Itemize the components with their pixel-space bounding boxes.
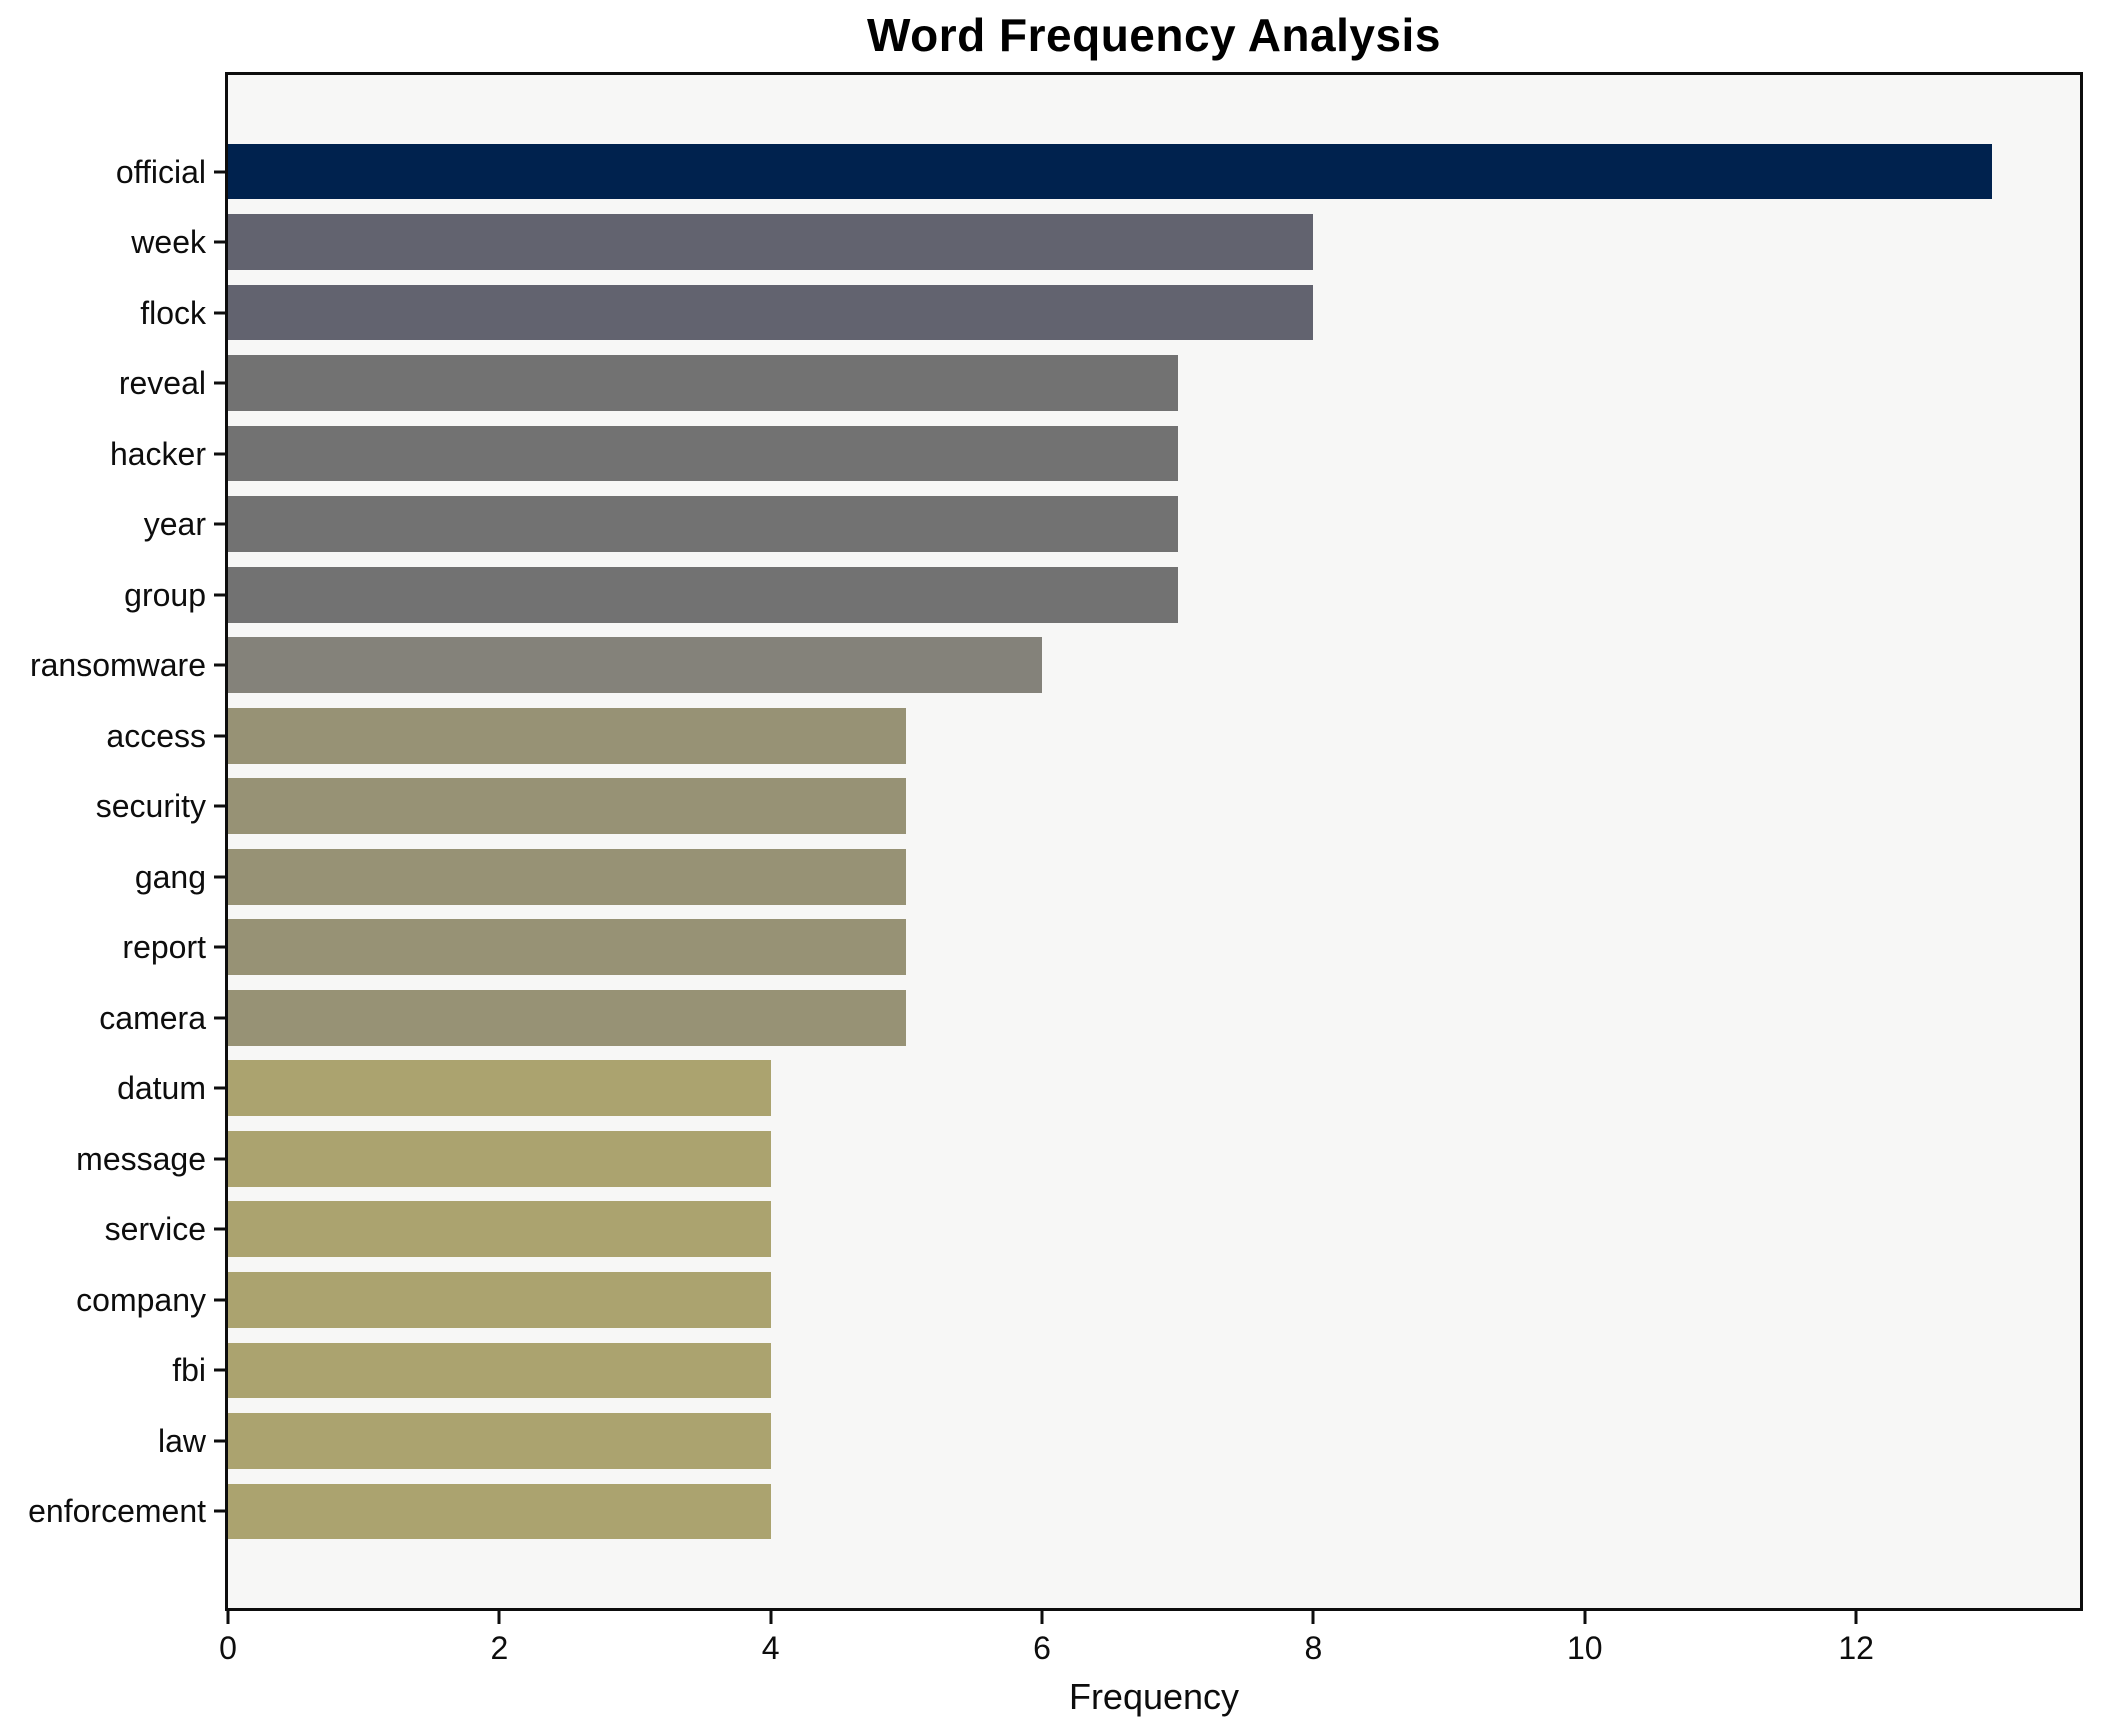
y-tick-label-ransomware: ransomware [29, 647, 206, 684]
x-tick-mark-8 [1311, 1611, 1315, 1624]
bar-datum [228, 1060, 771, 1117]
y-tick-label-access: access [106, 717, 206, 754]
bar-hacker [228, 425, 1178, 482]
plot-area: official week flock reveal hacker year group ra… [28, 72, 2083, 1664]
x-tick-label-12: 12 [1838, 1630, 1874, 1666]
bar-company [228, 1272, 771, 1328]
x-tick-label-10: 10 [1566, 1630, 1603, 1666]
y-tick-label-hacker: hacker [109, 435, 206, 472]
y-tick-label-flock: flock [140, 294, 206, 331]
x-tick-mark-4 [769, 1611, 773, 1624]
y-tick-mark-fbi [214, 1368, 225, 1372]
y-tick-mark-datum [214, 1086, 225, 1090]
y-tick-label-camera: camera [99, 999, 206, 1036]
bar-enforcement [228, 1483, 771, 1540]
y-tick-label-security: security [95, 788, 206, 825]
y-tick-label-official: official [115, 153, 206, 190]
y-tick-label-reveal: reveal [118, 365, 206, 402]
bar-flock [228, 284, 1314, 341]
y-tick-mark-gang [214, 875, 225, 879]
y-tick-label-datum: datum [117, 1070, 206, 1107]
y-tick-label-message: message [76, 1140, 206, 1177]
bar-law [228, 1413, 771, 1469]
bar-message [228, 1130, 771, 1187]
y-tick-mark-access [214, 734, 225, 738]
bar-report [228, 919, 907, 976]
bar-official [228, 143, 1992, 200]
x-tick-mark-0 [226, 1611, 230, 1624]
y-tick-mark-reveal [214, 381, 225, 385]
bar-fbi [228, 1342, 771, 1399]
bar-week [228, 214, 1314, 270]
y-tick-label-law: law [157, 1422, 206, 1459]
y-tick-mark-group [214, 593, 225, 597]
x-tick-label-4: 4 [761, 1630, 780, 1666]
y-tick-mark-service [214, 1227, 225, 1231]
x-tick-mark-10 [1583, 1611, 1587, 1624]
y-tick-label-service: service [104, 1211, 206, 1248]
x-tick-mark-6 [1040, 1611, 1044, 1624]
bar-gang [228, 848, 907, 905]
x-tick-label-2: 2 [490, 1630, 509, 1666]
y-tick-label-year: year [143, 506, 206, 543]
y-tick-mark-report [214, 945, 225, 949]
y-tick-mark-enforcement [214, 1509, 225, 1513]
y-tick-mark-year [214, 522, 225, 526]
y-tick-mark-flock [214, 311, 225, 315]
y-tick-mark-company [214, 1298, 225, 1302]
bar-service [228, 1201, 771, 1258]
bar-security [228, 778, 907, 835]
x-tick-mark-12 [1854, 1611, 1858, 1624]
bar-group [228, 566, 1178, 623]
y-tick-mark-ransomware [214, 663, 225, 667]
y-tick-mark-security [214, 804, 225, 808]
y-tick-mark-hacker [214, 452, 225, 456]
y-tick-mark-camera [214, 1016, 225, 1020]
x-tick-label-8: 8 [1304, 1630, 1323, 1666]
bar-year [228, 496, 1178, 553]
y-tick-mark-message [214, 1157, 225, 1161]
bar-access [228, 707, 907, 764]
y-tick-label-week: week [131, 224, 206, 261]
bar-ransomware [228, 637, 1043, 694]
x-tick-label-0: 0 [219, 1630, 237, 1666]
x-tick-mark-2 [497, 1611, 501, 1624]
y-tick-label-report: report [122, 929, 206, 966]
y-tick-label-fbi: fbi [172, 1352, 206, 1389]
y-tick-mark-week [214, 240, 225, 244]
chart-title: Word Frequency Analysis [867, 9, 1441, 61]
bar-camera [228, 989, 907, 1046]
y-tick-label-group: group [124, 576, 206, 613]
y-tick-label-enforcement: enforcement [28, 1493, 206, 1530]
x-axis-label: Frequency [1068, 1676, 1240, 1717]
y-tick-mark-official [214, 170, 225, 174]
x-tick-label-6: 6 [1033, 1630, 1051, 1666]
y-tick-mark-law [214, 1439, 225, 1443]
bar-reveal [228, 355, 1178, 411]
y-tick-label-gang: gang [134, 858, 206, 895]
y-tick-label-company: company [76, 1281, 206, 1318]
